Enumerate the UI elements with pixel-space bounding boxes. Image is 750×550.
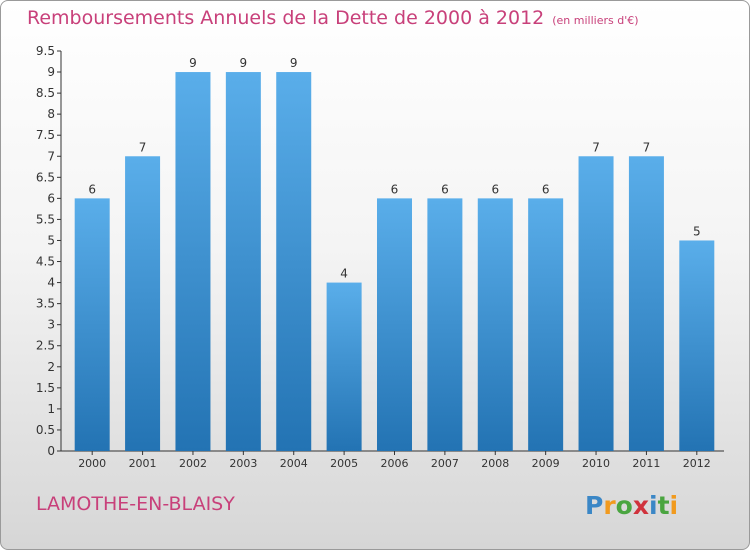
logo-letter: P	[585, 491, 604, 520]
value-label-2007: 6	[441, 182, 449, 196]
value-label-2002: 9	[189, 56, 197, 70]
value-label-2012: 5	[693, 224, 701, 238]
bar-2006	[377, 198, 412, 451]
y-tick-label: 4	[47, 276, 55, 290]
x-tick-label-2001: 2001	[129, 457, 157, 470]
x-tick-label-2011: 2011	[632, 457, 660, 470]
logo-letter: i	[669, 491, 679, 520]
y-tick-label: 8	[47, 107, 55, 121]
y-tick-label: 3	[47, 318, 55, 332]
logo-letter: x	[632, 491, 649, 520]
x-tick-label-2010: 2010	[582, 457, 610, 470]
x-tick-label-2005: 2005	[330, 457, 358, 470]
y-tick-label: 5.5	[36, 212, 55, 226]
title-unit: (en milliers d'€)	[552, 14, 639, 27]
y-tick-label: 5	[47, 233, 55, 247]
y-tick-label: 0.5	[36, 423, 55, 437]
value-label-2010: 7	[592, 140, 600, 154]
bar-2000	[74, 198, 110, 451]
y-tick-label: 6	[47, 191, 55, 205]
y-tick-label: 7.5	[36, 128, 55, 142]
y-tick-label: 1	[47, 402, 55, 416]
logo-letter: t	[657, 491, 670, 520]
logo-letter: r	[603, 491, 616, 520]
y-tick-label: 7	[47, 149, 55, 163]
value-label-2001: 7	[139, 140, 147, 154]
y-tick-label: 8.5	[36, 86, 55, 100]
x-tick-label-2007: 2007	[431, 457, 459, 470]
y-tick-label: 1.5	[36, 381, 55, 395]
bar-2009	[528, 198, 564, 451]
x-tick-label-2002: 2002	[179, 457, 207, 470]
logo-letter: i	[649, 491, 658, 520]
x-tick-label-2009: 2009	[532, 457, 560, 470]
y-tick-label: 9.5	[36, 44, 55, 58]
bar-2010	[578, 156, 614, 451]
y-tick-label: 9	[47, 65, 55, 79]
x-tick-label-2004: 2004	[280, 457, 308, 470]
x-tick-label-2000: 2000	[78, 457, 106, 470]
value-label-2009: 6	[542, 182, 550, 196]
y-tick-label: 4.5	[36, 255, 55, 269]
chart-title: Remboursements Annuels de la Dette de 20…	[27, 7, 639, 29]
proxiti-logo: Proxiti	[585, 491, 678, 520]
y-tick-label: 0	[47, 444, 55, 458]
bar-2005	[326, 282, 362, 451]
bar-2012	[679, 240, 715, 451]
value-label-2008: 6	[491, 182, 499, 196]
bar-2002	[175, 72, 211, 451]
bar-2001	[125, 156, 161, 451]
y-tick-label: 2	[47, 360, 55, 374]
y-tick-label: 6.5	[36, 170, 55, 184]
x-tick-label-2003: 2003	[229, 457, 257, 470]
value-label-2005: 4	[340, 267, 348, 281]
y-tick-label: 3.5	[36, 297, 55, 311]
bar-2008	[477, 198, 513, 451]
bar-2011	[628, 156, 664, 451]
title-main: Remboursements Annuels de la Dette de 20…	[27, 7, 545, 29]
labels: 6 2000 7 2001 9 2002 9 2003 9 2004 4 2005 6 2006 6 2007…	[78, 56, 711, 470]
value-label-2004: 9	[290, 56, 298, 70]
bar-2004	[276, 72, 312, 451]
value-label-2003: 9	[240, 56, 248, 70]
bar-2007	[427, 198, 463, 451]
logo-letter: o	[615, 491, 633, 520]
x-tick-label-2008: 2008	[481, 457, 509, 470]
bar-2003	[225, 72, 261, 451]
commune-name: LAMOTHE-EN-BLAISY	[36, 493, 235, 515]
y-tick-label: 2.5	[36, 339, 55, 353]
value-label-2006: 6	[391, 182, 399, 196]
x-tick-label-2006: 2006	[381, 457, 409, 470]
value-label-2011: 7	[643, 140, 651, 154]
value-label-2000: 6	[88, 182, 96, 196]
x-tick-label-2012: 2012	[683, 457, 711, 470]
bars	[74, 72, 715, 451]
